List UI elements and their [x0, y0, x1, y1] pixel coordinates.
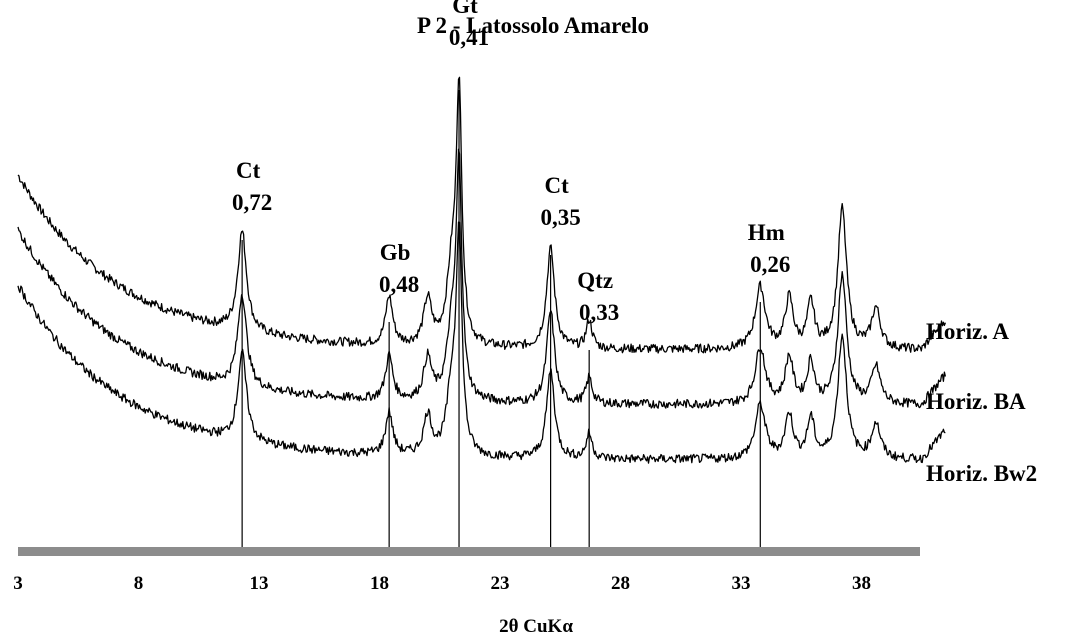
peak-mineral-label: Ct [236, 158, 261, 183]
x-axis-label: 2θ CuKα [499, 616, 573, 637]
traces-group [17, 76, 947, 464]
peak-d-spacing-label: 0,48 [379, 272, 419, 297]
peak-d-spacing-label: 0,33 [579, 300, 619, 325]
trace-1 [17, 76, 947, 354]
peak-mineral-label: Hm [748, 220, 785, 245]
x-tick-label: 28 [611, 573, 630, 594]
x-tick-label: 13 [250, 573, 269, 594]
peak-d-spacing-label: 0,26 [750, 252, 790, 277]
x-tick-label: 8 [134, 573, 144, 594]
peak-d-spacing-label: 0,72 [232, 190, 272, 215]
peak-d-spacing-label: 0,35 [540, 205, 580, 230]
peak-labels: Ct 0,72 Gb 0,48 Gt 0,41 Ct 0,35 Qtz 0,33 Hm 0,26 [232, 0, 790, 325]
x-tick-label: 18 [370, 573, 389, 594]
peak-mineral-label: Gb [380, 240, 411, 265]
x-tick-label: 33 [732, 573, 751, 594]
peak-mineral-label: Qtz [577, 268, 613, 293]
reference-lines [241, 90, 761, 548]
x-axis-bar [18, 547, 920, 556]
trace-3 [17, 221, 946, 464]
peak-mineral-label: Gt [452, 0, 478, 18]
x-tick-labels: 3 8 13 18 23 28 33 38 [13, 573, 871, 594]
trace-2 [17, 148, 947, 409]
series-label: Horiz. BA [926, 389, 1026, 414]
series-labels: Horiz. A Horiz. BA Horiz. Bw2 [926, 319, 1037, 486]
chart-title: P 2 - Latossolo Amarelo [417, 13, 649, 38]
x-tick-label: 38 [852, 573, 871, 594]
x-tick-label: 23 [491, 573, 510, 594]
x-tick-label: 3 [13, 573, 23, 594]
peak-mineral-label: Ct [544, 173, 569, 198]
series-label: Horiz. A [926, 319, 1009, 344]
peak-d-spacing-label: 0,41 [449, 25, 489, 50]
series-label: Horiz. Bw2 [926, 461, 1037, 486]
